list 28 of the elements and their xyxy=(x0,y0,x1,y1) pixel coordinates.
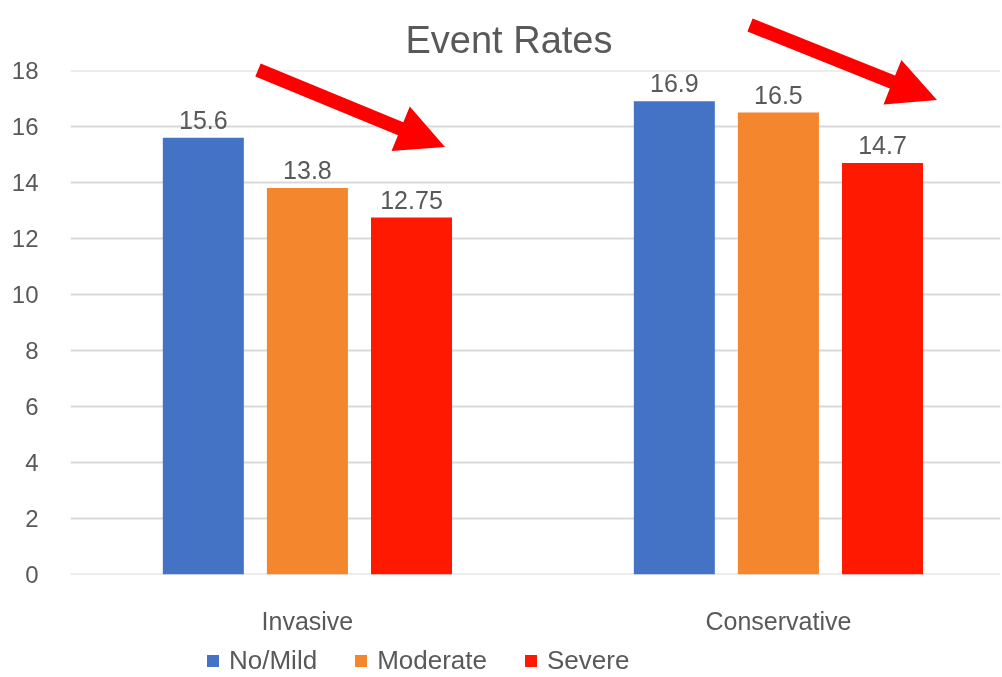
y-tick-label: 4 xyxy=(25,449,39,476)
x-tick-label: Invasive xyxy=(261,606,354,635)
data-label: 12.75 xyxy=(380,185,443,214)
data-label: 13.8 xyxy=(283,156,332,185)
bar xyxy=(633,101,715,575)
data-label: 14.7 xyxy=(858,130,907,159)
bar xyxy=(842,162,924,575)
y-tick-label: 2 xyxy=(25,505,39,532)
y-tick-label: 8 xyxy=(25,337,39,364)
chart-title: Event Rates xyxy=(405,18,613,61)
x-tick-label: Conservative xyxy=(705,606,852,635)
legend-label: Moderate xyxy=(377,645,487,676)
y-tick-label: 16 xyxy=(11,113,39,140)
y-tick-label: 6 xyxy=(25,393,39,420)
y-tick-label: 18 xyxy=(11,57,39,84)
data-label: 16.5 xyxy=(754,80,803,109)
bar xyxy=(737,112,819,575)
data-label: 16.9 xyxy=(650,69,699,98)
legend-label: No/Mild xyxy=(229,645,318,676)
y-tick-label: 10 xyxy=(11,281,39,308)
y-tick-label: 12 xyxy=(11,225,39,252)
legend-label: Severe xyxy=(546,645,630,676)
bar xyxy=(266,188,348,575)
data-label: 15.6 xyxy=(178,105,228,134)
bar xyxy=(371,217,453,575)
y-tick-label: 14 xyxy=(11,169,39,196)
y-tick-label: 0 xyxy=(25,561,39,588)
bar xyxy=(162,137,244,575)
